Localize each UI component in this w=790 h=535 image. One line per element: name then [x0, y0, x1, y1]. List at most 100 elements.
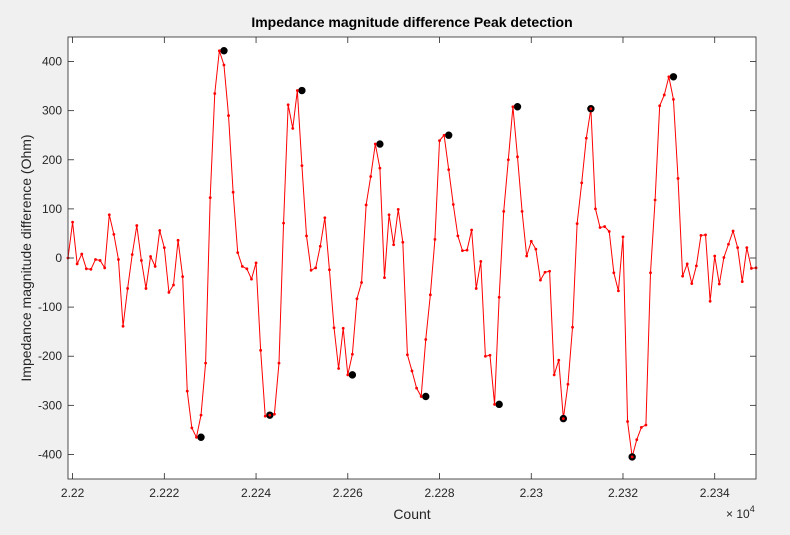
y-tick-label: -200: [38, 349, 62, 363]
data-point: [254, 261, 258, 265]
data-point: [231, 190, 235, 194]
data-point: [717, 282, 721, 286]
y-tick-label: -300: [38, 398, 62, 412]
data-point: [653, 198, 657, 202]
data-point: [149, 255, 152, 258]
data-point: [704, 233, 707, 237]
data-point: [144, 287, 148, 290]
data-point: [617, 289, 620, 293]
data-point: [75, 262, 79, 266]
data-point: [649, 271, 652, 275]
data-point: [291, 126, 295, 130]
data-marks: [66, 47, 758, 461]
data-point: [575, 222, 579, 226]
data-point: [378, 166, 382, 170]
peak-marker: [298, 86, 306, 95]
x-tick-label: 2.234: [700, 486, 730, 500]
chart-title: Impedance magnitude difference Peak dete…: [251, 14, 572, 30]
x-axis-exponent-power: 4: [750, 504, 755, 514]
data-point: [681, 274, 685, 278]
x-tick-label: 2.222: [149, 486, 179, 500]
data-point: [685, 262, 689, 266]
y-tick-label: -400: [38, 447, 62, 461]
y-tick-label: -100: [38, 300, 62, 314]
data-point: [213, 92, 217, 95]
x-axis-label: Count: [393, 506, 430, 522]
data-point: [263, 414, 267, 418]
data-point: [557, 358, 561, 362]
y-tick-label: 400: [42, 55, 62, 69]
data-point: [139, 259, 143, 262]
y-axis-label: Impedance magnitude difference (Ohm): [18, 134, 34, 381]
x-tick-label: 2.232: [608, 486, 638, 500]
data-point: [456, 234, 460, 238]
data-point: [694, 264, 698, 268]
data-point: [396, 207, 400, 211]
data-point: [217, 49, 221, 53]
data-point: [722, 256, 726, 259]
data-point: [240, 264, 244, 268]
data-point: [424, 338, 428, 341]
data-point: [639, 426, 643, 429]
data-point: [195, 435, 198, 439]
axes: 2.22 2.222 2.224 2.226 2.228 2.23 2.232 2.234 -4…: [38, 36, 757, 500]
data-point: [98, 259, 102, 262]
data-point: [708, 299, 712, 303]
data-point: [506, 158, 510, 162]
data-point: [153, 264, 157, 268]
data-point: [245, 267, 249, 271]
data-point: [438, 139, 441, 143]
data-point: [589, 107, 593, 111]
data-point: [107, 213, 111, 217]
data-point: [750, 266, 753, 270]
peak-marker: [197, 433, 205, 441]
data-point: [204, 361, 208, 365]
data-point: [672, 97, 675, 101]
data-point: [250, 277, 253, 281]
data-point: [71, 220, 74, 224]
data-point: [190, 426, 194, 430]
data-point: [337, 367, 341, 370]
x-tick-label: 2.23: [520, 486, 544, 500]
data-point: [346, 373, 350, 377]
data-point: [561, 417, 565, 420]
y-tick-label: 200: [42, 153, 62, 167]
data-point: [745, 246, 749, 250]
data-point: [731, 229, 735, 233]
y-tick-label: 100: [42, 202, 62, 216]
x-tick-label: 2.228: [425, 486, 455, 500]
data-point: [566, 382, 570, 386]
data-point: [80, 252, 84, 256]
peak-marker: [422, 392, 430, 401]
data-point: [607, 230, 611, 233]
data-point: [305, 234, 308, 238]
data-point: [410, 369, 414, 373]
data-point: [126, 287, 130, 290]
data-point: [552, 373, 556, 377]
data-point: [419, 395, 423, 398]
data-point: [392, 243, 396, 247]
data-point: [630, 455, 634, 459]
data-point: [181, 275, 185, 279]
data-point: [548, 269, 551, 273]
data-point: [341, 326, 345, 330]
x-axis-exponent: × 104: [726, 504, 755, 521]
data-point: [433, 237, 437, 241]
data-point: [103, 266, 107, 270]
peak-marker: [348, 371, 357, 379]
data-point: [117, 258, 120, 261]
data-point: [502, 209, 506, 213]
data-point: [447, 168, 451, 172]
data-point: [328, 268, 331, 272]
data-point: [158, 229, 162, 232]
data-point: [635, 438, 639, 442]
data-point: [571, 325, 574, 329]
data-point: [676, 177, 680, 180]
x-tick-label: 2.22: [61, 486, 85, 500]
data-point: [401, 240, 405, 244]
data-point: [94, 258, 97, 261]
data-point: [369, 175, 373, 178]
data-point: [543, 270, 547, 274]
data-point: [603, 225, 607, 228]
